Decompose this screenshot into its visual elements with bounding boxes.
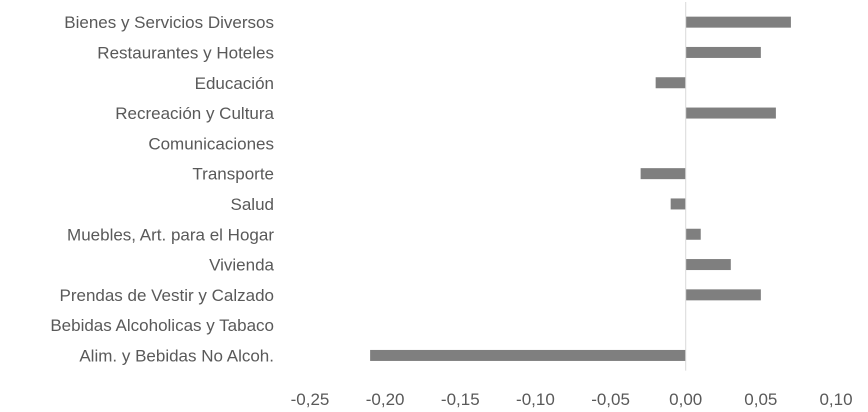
category-label: Recreación y Cultura (115, 104, 274, 123)
bar-7 (670, 198, 686, 210)
bar-12 (370, 349, 686, 361)
bar-2 (685, 46, 761, 58)
x-tick-label: -0,25 (291, 390, 330, 409)
category-label: Prendas de Vestir y Calzado (59, 286, 274, 305)
category-label: Bienes y Servicios Diversos (64, 13, 274, 32)
x-tick-label: -0,05 (591, 390, 630, 409)
category-label: Transporte (192, 165, 274, 184)
bar-1 (685, 16, 791, 28)
category-label: Educación (195, 74, 274, 93)
category-label: Muebles, Art. para el Hogar (67, 225, 274, 244)
x-tick-label: -0,15 (441, 390, 480, 409)
x-tick-label: 0,10 (819, 390, 852, 409)
bar-6 (640, 168, 686, 180)
x-tick-label: 0,00 (669, 390, 702, 409)
x-tick-label: -0,20 (366, 390, 405, 409)
bar-9 (685, 259, 731, 271)
category-label: Alim. y Bebidas No Alcoh. (79, 346, 274, 365)
bar-4 (685, 107, 776, 119)
x-tick-labels: -0,25 -0,20 -0,15 -0,10 -0,05 0,00 0,05 0,10 (291, 390, 853, 409)
category-label: Comunicaciones (148, 134, 274, 153)
bar-8 (685, 228, 701, 240)
bars-group (370, 16, 791, 361)
category-label: Restaurantes y Hoteles (97, 43, 274, 62)
category-label: Salud (231, 195, 274, 214)
x-tick-label: 0,05 (744, 390, 777, 409)
bar-10 (685, 289, 761, 301)
x-tick-label: -0,10 (516, 390, 555, 409)
bar-3 (655, 77, 686, 89)
category-label: Vivienda (209, 256, 274, 275)
category-labels: Bienes y Servicios Diversos Restaurantes … (50, 13, 274, 365)
category-label: Bebidas Alcoholicas y Tabaco (50, 316, 274, 335)
